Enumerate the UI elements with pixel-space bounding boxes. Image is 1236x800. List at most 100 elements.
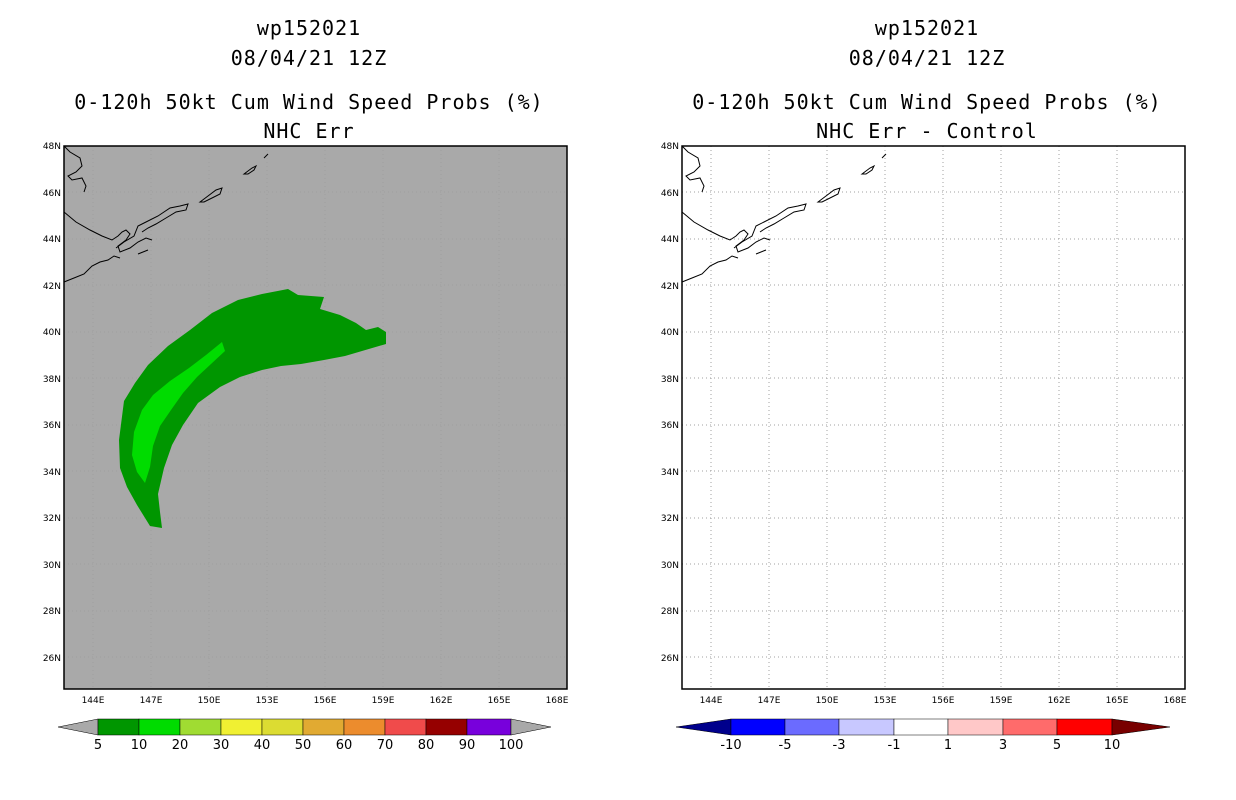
- lat-label: 40N: [661, 328, 679, 338]
- lat-label: 28N: [661, 607, 679, 617]
- lon-label: 168E: [1164, 696, 1187, 706]
- lat-label: 44N: [661, 235, 679, 245]
- colorbar-label: -5: [779, 738, 792, 753]
- prob-10-contour: [132, 342, 225, 483]
- product-subtitle: NHC Err - Control: [816, 119, 1038, 143]
- graticule: [64, 146, 567, 689]
- colorbar-swatch: [893, 718, 949, 736]
- lat-label: 28N: [43, 607, 61, 617]
- colorbar-swatch: [138, 718, 181, 736]
- colorbar-label: 10: [131, 738, 148, 753]
- lat-label: 34N: [661, 468, 679, 478]
- lat-label: 46N: [43, 189, 61, 199]
- lat-label: 48N: [661, 142, 679, 152]
- lon-label: 147E: [758, 696, 781, 706]
- lat-label: 38N: [661, 375, 679, 385]
- lat-labels: 48N 46N 44N 42N 40N 38N 36N 34N 32N 30N …: [43, 142, 61, 664]
- date-time: 08/04/21 12Z: [848, 46, 1006, 70]
- lat-label: 38N: [43, 375, 61, 385]
- colorbar-swatch: [261, 718, 304, 736]
- colorbar-lower-end: [57, 718, 99, 736]
- map-area: [682, 146, 1185, 689]
- lon-label: 168E: [546, 696, 569, 706]
- colorbar-label: 40: [254, 738, 271, 753]
- colorbar-swatch: [425, 718, 468, 736]
- lon-label: 159E: [372, 696, 395, 706]
- colorbar-label: -1: [888, 738, 901, 753]
- colorbar-label: 30: [213, 738, 230, 753]
- lon-label: 144E: [700, 696, 723, 706]
- lat-label: 34N: [43, 468, 61, 478]
- colorbar-swatch: [730, 718, 786, 736]
- colorbar-label: 10: [1104, 738, 1121, 753]
- colorbar-label: 70: [377, 738, 394, 753]
- colorbar-swatch: [466, 718, 512, 736]
- lat-label: 26N: [661, 654, 679, 664]
- graticule: [682, 146, 1185, 689]
- lat-label: 42N: [43, 282, 61, 292]
- lon-label: 153E: [874, 696, 897, 706]
- lon-label: 165E: [488, 696, 511, 706]
- left-panel: wp152021 08/04/21 12Z 0-120h 50kt Cum Wi…: [43, 16, 569, 753]
- colorbar-label: -3: [833, 738, 846, 753]
- prob-5-contour: [119, 289, 386, 528]
- lon-label: 162E: [1048, 696, 1071, 706]
- colorbar-label: 20: [172, 738, 189, 753]
- colorbar-swatch: [784, 718, 840, 736]
- lat-label: 48N: [43, 142, 61, 152]
- map-frame: [681, 145, 1186, 690]
- lat-label: 36N: [43, 421, 61, 431]
- lon-label: 165E: [1106, 696, 1129, 706]
- storm-id: wp152021: [874, 16, 980, 40]
- colorbar-label: -10: [720, 738, 741, 753]
- colorbar-swatch: [220, 718, 263, 736]
- colorbar-swatch: [838, 718, 895, 736]
- product-title: 0-120h 50kt Cum Wind Speed Probs (%): [692, 90, 1162, 114]
- map-frame: [63, 145, 568, 690]
- coastlines: [63, 145, 269, 283]
- lat-label: 40N: [43, 328, 61, 338]
- product-subtitle: NHC Err: [263, 119, 355, 143]
- storm-id: wp152021: [256, 16, 362, 40]
- colorbar-upper-end: [510, 718, 552, 736]
- lat-labels: 48N 46N 44N 42N 40N 38N 36N 34N 32N 30N …: [661, 142, 679, 664]
- lon-label: 153E: [256, 696, 279, 706]
- left-map-svg: 48N 46N 44N 42N 40N 38N 36N 34N 32N 30N …: [43, 142, 569, 753]
- colorbar-label: 5: [1053, 738, 1061, 753]
- lat-label: 32N: [43, 514, 61, 524]
- colorbar-upper-end: [1111, 718, 1171, 736]
- lat-label: 30N: [43, 561, 61, 571]
- colorbar-swatch: [1056, 718, 1113, 736]
- colorbar-label: 80: [418, 738, 435, 753]
- lon-label: 150E: [816, 696, 839, 706]
- lon-label: 150E: [198, 696, 221, 706]
- colorbar-label: 90: [459, 738, 476, 753]
- lon-labels: 144E 147E 150E 153E 156E 159E 162E 165E …: [82, 696, 569, 706]
- lon-label: 147E: [140, 696, 163, 706]
- colorbar-swatch: [343, 718, 386, 736]
- colorbar-swatch: [1002, 718, 1058, 736]
- colorbar-swatch: [179, 718, 222, 736]
- colorbar-label: 5: [94, 738, 102, 753]
- coastlines: [681, 145, 887, 283]
- lon-label: 159E: [990, 696, 1013, 706]
- lat-label: 46N: [661, 189, 679, 199]
- colorbar-label: 50: [295, 738, 312, 753]
- lon-label: 156E: [314, 696, 337, 706]
- colorbar-label: 100: [499, 738, 524, 753]
- product-title: 0-120h 50kt Cum Wind Speed Probs (%): [74, 90, 544, 114]
- right-map-svg: 48N 46N 44N 42N 40N 38N 36N 34N 32N 30N …: [661, 142, 1187, 753]
- date-time: 08/04/21 12Z: [230, 46, 388, 70]
- right-colorbar-labels: -10 -5 -3 -1 1 3 5 10: [720, 738, 1120, 753]
- lat-label: 42N: [661, 282, 679, 292]
- lon-label: 156E: [932, 696, 955, 706]
- colorbar-swatch: [947, 718, 1004, 736]
- lon-label: 144E: [82, 696, 105, 706]
- colorbar-label: 3: [999, 738, 1007, 753]
- right-colorbar: [675, 718, 1171, 736]
- lat-label: 36N: [661, 421, 679, 431]
- colorbar-swatch: [302, 718, 345, 736]
- colorbar-label: 1: [944, 738, 952, 753]
- right-panel: wp152021 08/04/21 12Z 0-120h 50kt Cum Wi…: [618, 0, 1236, 800]
- lat-label: 30N: [661, 561, 679, 571]
